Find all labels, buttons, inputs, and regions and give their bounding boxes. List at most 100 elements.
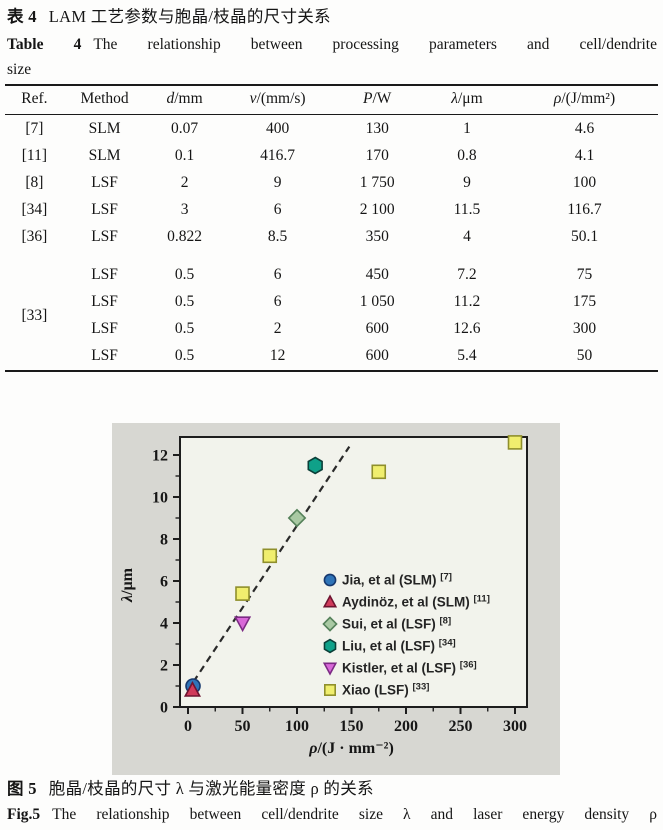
- x-tick-label: 150: [340, 718, 364, 735]
- x-tick-label: 200: [394, 718, 418, 735]
- table-cell: 4.6: [574, 119, 595, 137]
- table-ref-cell: [34]: [21, 200, 48, 218]
- table-cell: 3: [180, 200, 189, 218]
- figure-caption-zh-label: 图 5: [7, 779, 37, 798]
- table-header-cell: λ/μm: [422, 85, 512, 115]
- table-row: [34] LSF 3 6 2 100 11.5 116.7: [5, 196, 658, 223]
- table-cell: 100: [572, 173, 597, 191]
- legend-label: Jia, et al (SLM) [7]: [342, 572, 452, 588]
- legend-label: Sui, et al (LSF) [8]: [342, 616, 451, 632]
- table-cell: 2: [180, 173, 189, 191]
- legend-label: Xiao (LSF) [33]: [342, 682, 429, 698]
- table-cell: 6: [273, 293, 282, 310]
- scatter-chart: 0 50 100 150 200 250 300 0 2 4 6 8 10 12 ρ/(J · mm⁻²) λ…: [119, 435, 528, 757]
- parameters-table: Ref. Method d/mm v/(mm/s) P/W λ/μm ρ/(J/mm²) […: [5, 84, 658, 372]
- marker-diamond: [322, 616, 338, 632]
- table-body: [7] SLM 0.07 400 130 1 4.6 [11] SLM 0.1 416.7 170 0.…: [5, 115, 658, 371]
- table-ref-cell: [36]: [21, 227, 48, 245]
- table-header-cell: Ref.: [5, 85, 64, 115]
- legend-entry: Liu, et al (LSF) [34]: [323, 638, 456, 654]
- table-row: [11] SLM 0.1 416.7 170 0.8 4.1: [5, 142, 658, 169]
- table-cell: LSF: [91, 200, 118, 218]
- table-cell: 1: [463, 119, 471, 137]
- table-cell: 0.5: [174, 347, 195, 364]
- table-cell: 116.7: [567, 200, 602, 218]
- table-cell: 11.2: [453, 293, 481, 310]
- table-row: LSF 0.5 12 600 5.4 50: [5, 343, 658, 371]
- table-header-cell: ρ/(J/mm²): [511, 85, 658, 115]
- table-cell: 0.1: [174, 146, 195, 164]
- table-cell: SLM: [88, 119, 121, 137]
- table-cell: 175: [572, 293, 597, 310]
- table-cell: 4: [463, 227, 471, 245]
- table-cell: 600: [365, 320, 389, 337]
- legend-entry: Aydinöz, et al (SLM) [11]: [322, 594, 490, 610]
- table-cell: 130: [365, 119, 389, 137]
- table-ref-cell: [11]: [21, 146, 47, 164]
- marker-hexagon: [323, 638, 337, 654]
- table-cell: 2: [273, 320, 282, 337]
- table-cell: 1 050: [359, 293, 395, 310]
- table-caption-en-label: Table 4: [7, 36, 82, 53]
- x-tick-label: 250: [449, 718, 473, 735]
- y-tick-label: 12: [152, 448, 168, 465]
- table-cell: 7.2: [457, 266, 477, 283]
- table-cell: LSF: [91, 227, 118, 245]
- y-tick-label: 10: [152, 490, 168, 507]
- table-cell: 0.822: [167, 227, 202, 245]
- table-cell: 300: [572, 320, 597, 337]
- x-tick-label: 0: [184, 718, 192, 735]
- legend-label: Liu, et al (LSF) [34]: [342, 638, 456, 654]
- figure-caption-zh-text: 胞晶/枝晶的尺寸 λ 与激光能量密度 ρ 的关系: [48, 779, 374, 798]
- table-cell: 12.6: [453, 320, 481, 337]
- legend-label: Kistler, et al (LSF) [36]: [342, 660, 477, 676]
- table-cell: 400: [265, 119, 290, 137]
- table-row: [8] LSF 2 9 1 750 9 100: [5, 169, 658, 196]
- legend-entry: Kistler, et al (LSF) [36]: [322, 660, 477, 676]
- legend-entry: Xiao (LSF) [33]: [324, 682, 429, 698]
- table-row: [36] LSF 0.822 8.5 350 4 50.1: [5, 223, 658, 250]
- marker-triangle-up: [322, 594, 338, 608]
- table-header-cell: d/mm: [145, 85, 224, 115]
- table-cell: 450: [365, 266, 389, 283]
- marker-square: [507, 435, 523, 450]
- table-caption-zh-text: LAM 工艺参数与胞晶/枝晶的尺寸关系: [48, 7, 331, 26]
- table-cell: 0.5: [174, 293, 195, 310]
- table-caption-en-line1: Table 4 The relationship between processi…: [7, 32, 657, 57]
- table-head: Ref. Method d/mm v/(mm/s) P/W λ/μm ρ/(J/mm²): [5, 85, 658, 115]
- y-tick-label: 8: [160, 532, 168, 549]
- table-cell: 11.5: [453, 200, 481, 218]
- table-row: [33] LSF 0.5 6 450 7.2 75: [5, 250, 658, 324]
- table-cell: 5.4: [457, 347, 477, 364]
- table-cell: 50: [576, 347, 593, 364]
- table-cell: 12: [269, 347, 286, 364]
- table-caption-en: Table 4 The relationship between processi…: [7, 32, 657, 82]
- figure-caption-en-text: The relationship between cell/dendrite s…: [52, 806, 657, 823]
- table-caption-en-line2: size: [7, 61, 32, 78]
- marker-triangle-down: [234, 616, 252, 633]
- table-ref-cell: [33]: [21, 306, 48, 324]
- table-header-cell: v/(mm/s): [223, 85, 332, 115]
- legend-label: Aydinöz, et al (SLM) [11]: [342, 594, 490, 610]
- table-row: LSF 0.5 2 600 12.6 300: [5, 316, 658, 343]
- table-row: LSF 0.5 6 1 050 11.2 175: [5, 289, 658, 316]
- y-tick-label: 6: [160, 574, 168, 591]
- table-cell: 0.5: [174, 320, 195, 337]
- table-caption-en-text: The relationship between processing para…: [93, 36, 657, 53]
- table-header-row: Ref. Method d/mm v/(mm/s) P/W λ/μm ρ/(J/mm²): [5, 85, 658, 115]
- table-cell: 50.1: [570, 227, 599, 245]
- table-cell: 8.5: [267, 227, 288, 245]
- table-cell: 600: [365, 347, 389, 364]
- table-caption-zh: 表 4 LAM 工艺参数与胞晶/枝晶的尺寸关系: [7, 5, 657, 29]
- table-cell: 416.7: [260, 146, 296, 164]
- y-tick-label: 0: [160, 700, 168, 717]
- table-cell: 1 750: [359, 173, 395, 191]
- table-cell: 6: [273, 266, 282, 283]
- plot-frame: [179, 436, 528, 708]
- y-tick-label: 2: [160, 658, 168, 675]
- marker-square: [371, 464, 387, 480]
- table-cell: 350: [365, 227, 389, 245]
- figure-caption-en: Fig.5 The relationship between cell/dendr…: [7, 803, 657, 827]
- marker-diamond: [287, 508, 307, 528]
- plot-area: [180, 437, 527, 707]
